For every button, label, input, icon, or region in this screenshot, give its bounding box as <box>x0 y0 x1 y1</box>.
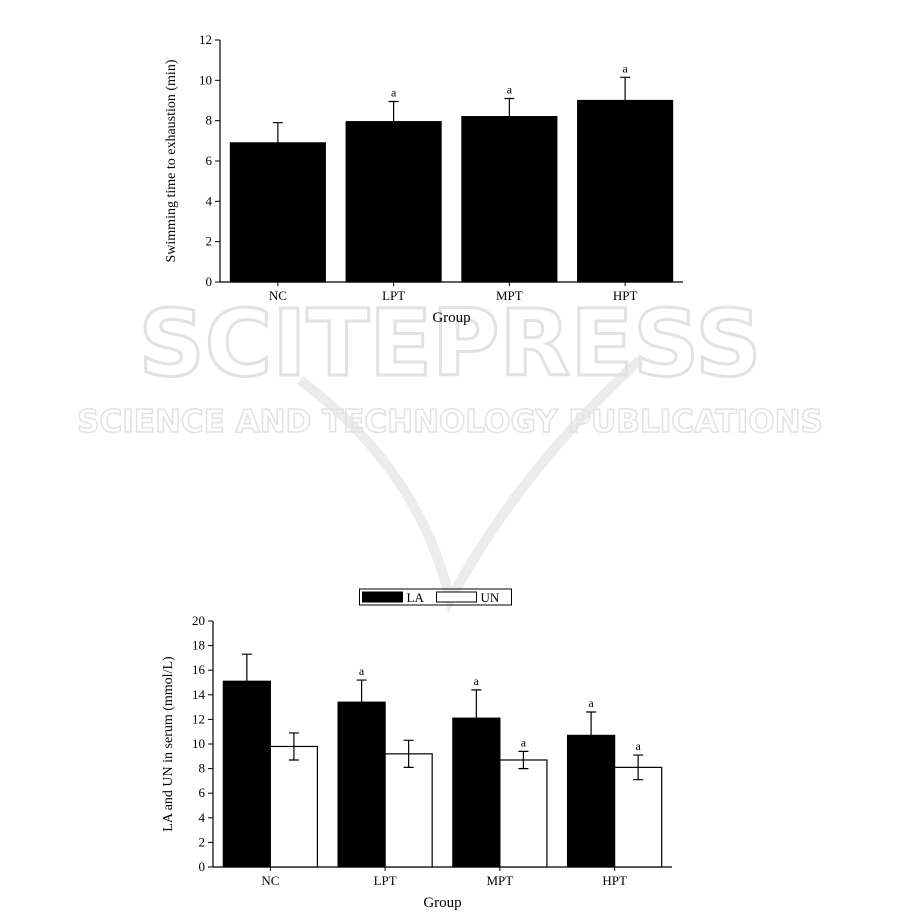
x-axis-label: Group <box>432 310 470 326</box>
bar <box>499 759 548 868</box>
annotation: a <box>474 674 480 688</box>
x-tick-label: MPT <box>496 288 523 303</box>
error-bar <box>586 711 597 760</box>
x-axis-label: Group <box>423 895 461 911</box>
annotation: a <box>521 735 527 749</box>
error-bar <box>504 97 515 117</box>
x-tick-label: HPT <box>602 873 627 888</box>
x-tick-label: MPT <box>487 873 514 888</box>
error-bar <box>356 679 367 725</box>
y-tick-label: 6 <box>206 153 213 168</box>
legend-label: LA <box>407 590 425 605</box>
bar <box>269 745 319 868</box>
bar <box>337 701 386 868</box>
y-tick-label: 6 <box>199 785 206 800</box>
legend-swatch <box>362 591 403 603</box>
y-tick-label: 12 <box>199 32 212 47</box>
y-tick-label: 2 <box>206 234 213 249</box>
y-tick-label: 18 <box>192 638 205 653</box>
x-tick-label: NC <box>261 873 279 888</box>
y-tick-label: 8 <box>206 113 213 128</box>
error-bar <box>241 653 252 709</box>
y-tick-label: 8 <box>199 761 206 776</box>
y-tick-label: 10 <box>192 736 205 751</box>
error-bar <box>403 739 414 768</box>
bar <box>229 142 326 283</box>
y-tick-label: 20 <box>192 613 205 628</box>
error-bar <box>518 750 529 770</box>
bar <box>577 99 674 283</box>
watermark-title: SCITEPRESS <box>138 290 761 397</box>
x-tick-label: HPT <box>613 288 638 303</box>
error-bar <box>633 754 644 781</box>
bar <box>461 116 558 283</box>
bar <box>384 753 433 868</box>
error-bar <box>388 100 399 122</box>
y-axis-label: LA and UN in serum (mmol/L) <box>161 656 176 832</box>
annotation: a <box>391 86 397 100</box>
annotation: a <box>635 739 641 753</box>
legend-box <box>359 588 512 606</box>
y-tick-label: 14 <box>192 687 206 702</box>
legend-swatch <box>436 591 477 603</box>
annotation: a <box>359 664 365 678</box>
y-tick-label: 0 <box>206 274 213 289</box>
y-tick-label: 10 <box>199 72 212 87</box>
annotation: a <box>507 82 513 96</box>
y-tick-label: 12 <box>192 711 205 726</box>
y-tick-label: 2 <box>199 834 206 849</box>
x-tick-label: NC <box>269 288 287 303</box>
bar <box>345 121 442 283</box>
watermark: SCITEPRESS SCIENCE AND TECHNOLOGY PUBLIC… <box>76 289 824 615</box>
bar <box>614 766 663 868</box>
error-bar <box>272 122 283 143</box>
watermark-subtitle: SCIENCE AND TECHNOLOGY PUBLICATIONS <box>77 404 823 440</box>
error-bar <box>620 76 631 101</box>
y-tick-label: 16 <box>192 662 206 677</box>
x-tick-label: LPT <box>382 288 405 303</box>
annotation: a <box>622 61 628 75</box>
y-tick-label: 4 <box>206 193 213 208</box>
x-tick-label: LPT <box>374 873 397 888</box>
error-bar <box>288 732 299 761</box>
legend-label: UN <box>481 590 500 605</box>
bar <box>222 680 271 868</box>
annotation: a <box>588 696 594 710</box>
y-tick-label: 0 <box>199 859 206 874</box>
y-axis-label: Swimming time to exhaustion (min) <box>164 59 179 262</box>
error-bar <box>471 689 482 748</box>
y-tick-label: 4 <box>199 810 206 825</box>
